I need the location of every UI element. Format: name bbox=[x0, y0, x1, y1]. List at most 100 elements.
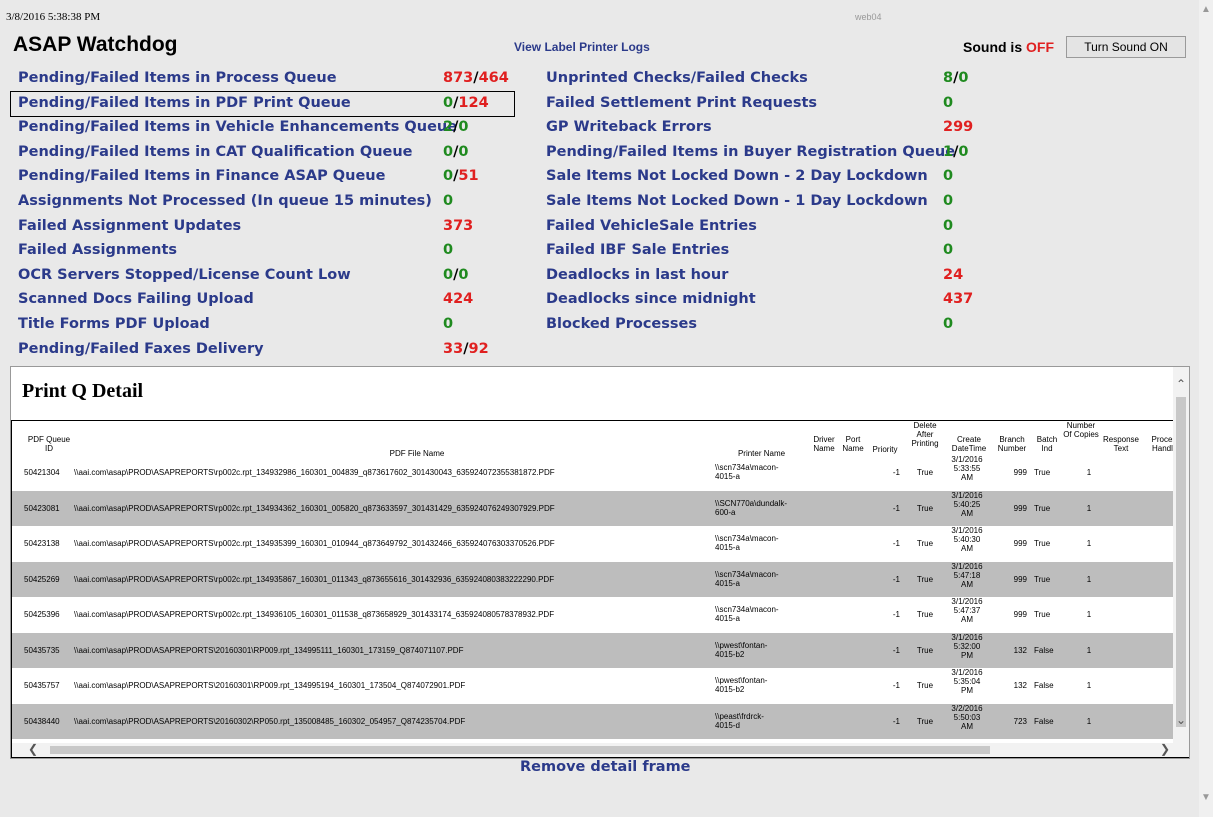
metric-label[interactable]: Blocked Processes bbox=[546, 316, 697, 332]
view-label-printer-logs-link[interactable]: View Label Printer Logs bbox=[514, 40, 650, 54]
metric-label[interactable]: Sale Items Not Locked Down - 2 Day Lockd… bbox=[546, 168, 928, 185]
scroll-up-icon[interactable]: ▲ bbox=[1201, 4, 1211, 15]
file-name-cell: \\aai.com\asap\PROD\ASAPREPORTS\20160301… bbox=[74, 681, 466, 690]
printer-name-cell: 4015-d bbox=[715, 720, 740, 730]
metric-label[interactable]: Assignments Not Processed (In queue 15 m… bbox=[18, 193, 432, 209]
column-header[interactable]: Priority bbox=[872, 445, 898, 454]
delete-after-printing-cell: True bbox=[916, 539, 934, 548]
remove-detail-frame-link[interactable]: Remove detail frame bbox=[520, 759, 691, 775]
column-header[interactable]: PDF Queue ID bbox=[27, 435, 71, 453]
metric-label[interactable]: Failed IBF Sale Entries bbox=[546, 242, 730, 259]
metric-label[interactable]: Failed VehicleSale Entries bbox=[546, 217, 757, 234]
create-datetime-cell: PM bbox=[961, 650, 973, 660]
metric-label[interactable]: Pending/Failed Items in Process Queue bbox=[18, 70, 337, 86]
table-row[interactable]: 50425396 \\aai.com\asap\PROD\ASAPREPORTS\… bbox=[12, 597, 1189, 632]
printer-name-cell: 600-a bbox=[715, 507, 736, 517]
horizontal-scroll-thumb[interactable] bbox=[50, 746, 990, 754]
scroll-left-icon[interactable]: ❮ bbox=[28, 742, 39, 756]
file-name-cell: \\aai.com\asap\PROD\ASAPREPORTS\rp002c.r… bbox=[74, 468, 555, 477]
failed-count: 0 bbox=[458, 119, 469, 136]
horizontal-scrollbar[interactable]: ❮ ❯ bbox=[12, 742, 1189, 757]
create-datetime-cell: AM bbox=[961, 544, 973, 553]
metric-label[interactable]: Deadlocks in last hour bbox=[546, 266, 729, 283]
sound-state: OFF bbox=[1026, 39, 1055, 55]
pending-count: 0 bbox=[443, 94, 454, 111]
create-datetime-cell: AM bbox=[961, 615, 973, 624]
printer-name-cell: 4015-b2 bbox=[715, 685, 745, 694]
delete-after-printing-cell: True bbox=[916, 610, 934, 619]
delete-after-printing-cell: True bbox=[916, 681, 934, 690]
queue-id-cell: 50421304 bbox=[24, 468, 60, 477]
table-row[interactable]: 50421304 \\aai.com\asap\PROD\ASAPREPORTS\… bbox=[12, 455, 1189, 490]
number-of-copies-cell: 1 bbox=[1086, 539, 1092, 548]
column-header[interactable]: Driver Name bbox=[813, 435, 835, 453]
column-header[interactable]: Response Text bbox=[1102, 435, 1140, 453]
metric-value: 2/0 bbox=[443, 118, 468, 136]
metric-label[interactable]: Failed Settlement Print Requests bbox=[546, 94, 818, 111]
metric-label[interactable]: Pending/Failed Faxes Delivery bbox=[18, 340, 264, 357]
metric-value: 873/464 bbox=[443, 69, 509, 87]
queue-id-cell: 50435757 bbox=[24, 681, 60, 690]
create-datetime-cell: AM bbox=[961, 473, 973, 482]
count: 0 bbox=[443, 316, 454, 332]
metric-label[interactable]: Pending/Failed Items in Vehicle Enhancem… bbox=[18, 119, 458, 136]
column-header[interactable]: Process Handler bbox=[1151, 435, 1181, 453]
failed-count: 0 bbox=[458, 266, 469, 283]
metric-label[interactable]: Pending/Failed Items in Buyer Registrati… bbox=[546, 143, 956, 160]
frame-vertical-scrollbar[interactable]: ⌃ ⌄ bbox=[1173, 367, 1189, 756]
count: 24 bbox=[943, 266, 964, 283]
turn-sound-on-button[interactable]: Turn Sound ON bbox=[1066, 36, 1186, 58]
page-scrollbar[interactable]: ▲ ▼ bbox=[1199, 0, 1213, 817]
metric-label[interactable]: Pending/Failed Items in CAT Qualificatio… bbox=[18, 143, 413, 160]
column-header[interactable]: Branch Number bbox=[997, 435, 1027, 453]
metric-label[interactable]: Failed Assignments bbox=[18, 242, 178, 259]
scroll-right-icon[interactable]: ❯ bbox=[1160, 742, 1171, 756]
scroll-down-icon[interactable]: ▼ bbox=[1201, 792, 1211, 803]
table-row[interactable]: 50423138 \\aai.com\asap\PROD\ASAPREPORTS\… bbox=[12, 526, 1189, 561]
column-header[interactable]: Number Of Copies bbox=[1063, 421, 1099, 439]
metric-label[interactable]: Scanned Docs Failing Upload bbox=[18, 291, 254, 308]
printer-name-cell: \\scn734a\macon- bbox=[715, 534, 779, 543]
column-header[interactable]: PDF File Name bbox=[389, 449, 445, 458]
table-row[interactable]: 50423081 \\aai.com\asap\PROD\ASAPREPORTS\… bbox=[12, 490, 1189, 526]
frame-scroll-up-icon[interactable]: ⌃ bbox=[1176, 377, 1187, 391]
pending-count: 873 bbox=[443, 70, 474, 86]
create-datetime-cell: 5:47:18 bbox=[953, 570, 981, 580]
printer-name-cell: 4015-a bbox=[715, 472, 740, 481]
metric-label[interactable]: Sale Items Not Locked Down - 1 Day Lockd… bbox=[546, 193, 928, 209]
create-datetime-cell: 3/1/2016 bbox=[951, 597, 983, 606]
metric-label[interactable]: GP Writeback Errors bbox=[546, 119, 712, 136]
column-header[interactable]: Port Name bbox=[842, 435, 864, 453]
table-row[interactable]: 50425269 \\aai.com\asap\PROD\ASAPREPORTS\… bbox=[12, 561, 1189, 597]
metric-label[interactable]: Pending/Failed Items in PDF Print Queue bbox=[18, 94, 351, 111]
metric-label[interactable]: OCR Servers Stopped/License Count Low bbox=[18, 266, 351, 283]
metric-value: 0 bbox=[943, 192, 953, 210]
metric-label[interactable]: Unprinted Checks/Failed Checks bbox=[546, 70, 808, 86]
metric-value: 24 bbox=[943, 266, 963, 284]
number-of-copies-cell: 1 bbox=[1086, 716, 1092, 726]
table-row[interactable]: 50435757 \\aai.com\asap\PROD\ASAPREPORTS\… bbox=[12, 668, 1189, 703]
metric-value: 0/51 bbox=[443, 167, 479, 185]
create-datetime-cell: 5:33:55 bbox=[953, 464, 981, 473]
branch-number-cell: 999 bbox=[1013, 574, 1027, 584]
batch-ind-cell: False bbox=[1034, 681, 1054, 690]
frame-scroll-down-icon[interactable]: ⌄ bbox=[1176, 713, 1187, 727]
metric-value: 373 bbox=[443, 217, 473, 235]
number-of-copies-cell: 1 bbox=[1086, 645, 1092, 655]
table-row[interactable]: 50435735 \\aai.com\asap\PROD\ASAPREPORTS\… bbox=[12, 632, 1189, 668]
metric-label[interactable]: Failed Assignment Updates bbox=[18, 217, 242, 234]
batch-ind-cell: True bbox=[1034, 574, 1051, 584]
selected-metric-highlight bbox=[10, 91, 515, 117]
table-row[interactable]: 50438440 \\aai.com\asap\PROD\ASAPREPORTS\… bbox=[12, 703, 1189, 739]
metric-label[interactable]: Title Forms PDF Upload bbox=[18, 316, 210, 332]
metric-label[interactable]: Deadlocks since midnight bbox=[546, 291, 756, 308]
column-header[interactable]: Batch Ind bbox=[1036, 435, 1058, 453]
column-header[interactable]: Delete After Printing bbox=[911, 421, 939, 448]
frame-scroll-thumb[interactable] bbox=[1176, 397, 1186, 727]
printer-name-cell: \\scn734a\macon- bbox=[715, 605, 779, 614]
column-header[interactable]: Printer Name bbox=[737, 449, 786, 458]
number-of-copies-cell: 1 bbox=[1086, 468, 1092, 477]
metric-label[interactable]: Pending/Failed Items in Finance ASAP Que… bbox=[18, 168, 386, 185]
create-datetime-cell: 3/1/2016 bbox=[951, 668, 983, 677]
column-header[interactable]: Create DateTime bbox=[951, 435, 987, 453]
